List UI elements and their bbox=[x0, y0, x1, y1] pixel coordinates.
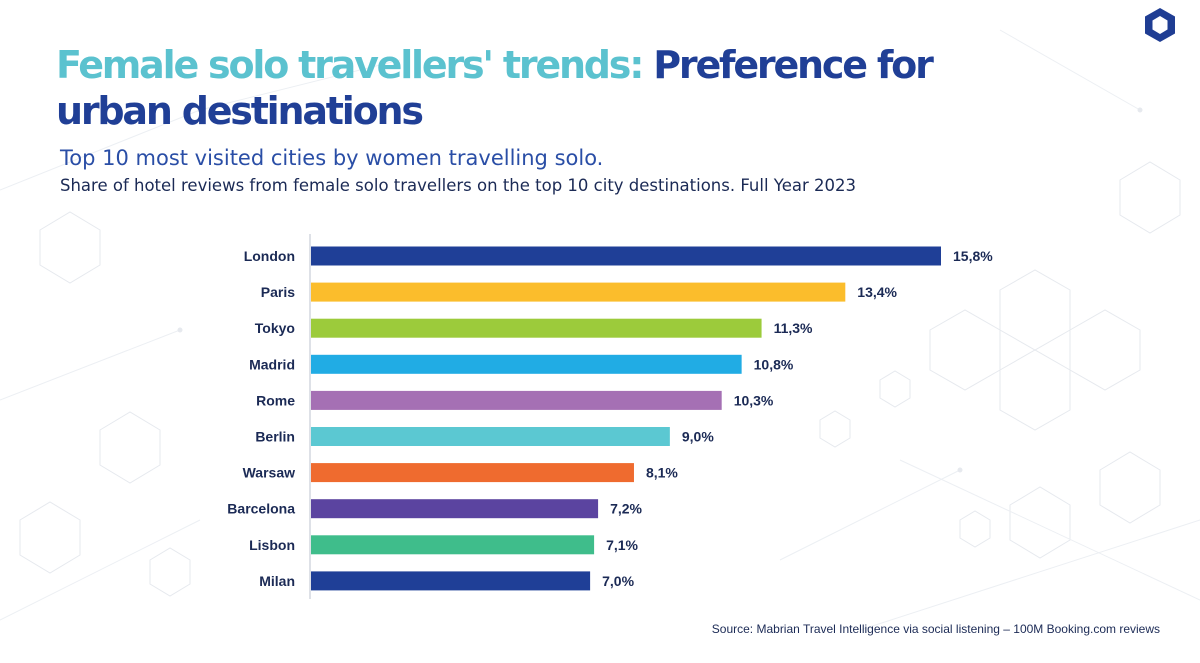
title-part-2: Preference for urban destinations bbox=[56, 43, 934, 133]
value-label: 10,3% bbox=[734, 392, 774, 408]
value-label: 8,1% bbox=[646, 465, 678, 481]
value-label: 7,0% bbox=[602, 573, 634, 589]
category-label: Warsaw bbox=[243, 465, 296, 481]
bar-lisbon bbox=[311, 535, 595, 555]
category-label: Madrid bbox=[249, 356, 295, 372]
value-label: 15,8% bbox=[953, 248, 993, 264]
value-label: 9,0% bbox=[682, 429, 714, 445]
category-label: Rome bbox=[256, 392, 295, 408]
category-label: Lisbon bbox=[249, 537, 295, 553]
source-note: Source: Mabrian Travel Intelligence via … bbox=[711, 622, 1160, 636]
bar-paris bbox=[311, 282, 846, 302]
bar-madrid bbox=[311, 354, 742, 374]
bar-tokyo bbox=[311, 318, 762, 338]
bar-rome bbox=[311, 390, 722, 410]
bar-milan bbox=[311, 571, 591, 591]
value-label: 7,1% bbox=[606, 537, 638, 553]
category-label: Barcelona bbox=[227, 501, 295, 517]
value-label: 10,8% bbox=[754, 356, 794, 372]
category-label: Milan bbox=[259, 573, 295, 589]
value-label: 7,2% bbox=[610, 501, 642, 517]
bar-berlin bbox=[311, 427, 670, 446]
bar-barcelona bbox=[311, 499, 599, 519]
title-part-1: Female solo travellers' trends: bbox=[56, 43, 644, 87]
category-label: Berlin bbox=[255, 429, 295, 445]
value-label: 13,4% bbox=[857, 284, 897, 300]
category-label: London bbox=[244, 248, 295, 264]
category-label: Tokyo bbox=[255, 320, 295, 336]
hexagon-logo-icon bbox=[1145, 8, 1175, 42]
chart-subtitle: Top 10 most visited cities by women trav… bbox=[60, 146, 604, 170]
bar-london bbox=[311, 246, 941, 266]
page-title: Female solo travellers' trends: Preferen… bbox=[56, 42, 1016, 134]
bar-warsaw bbox=[311, 463, 634, 483]
chart-description: Share of hotel reviews from female solo … bbox=[60, 176, 856, 195]
value-label: 11,3% bbox=[774, 320, 813, 336]
category-label: Paris bbox=[261, 284, 295, 300]
